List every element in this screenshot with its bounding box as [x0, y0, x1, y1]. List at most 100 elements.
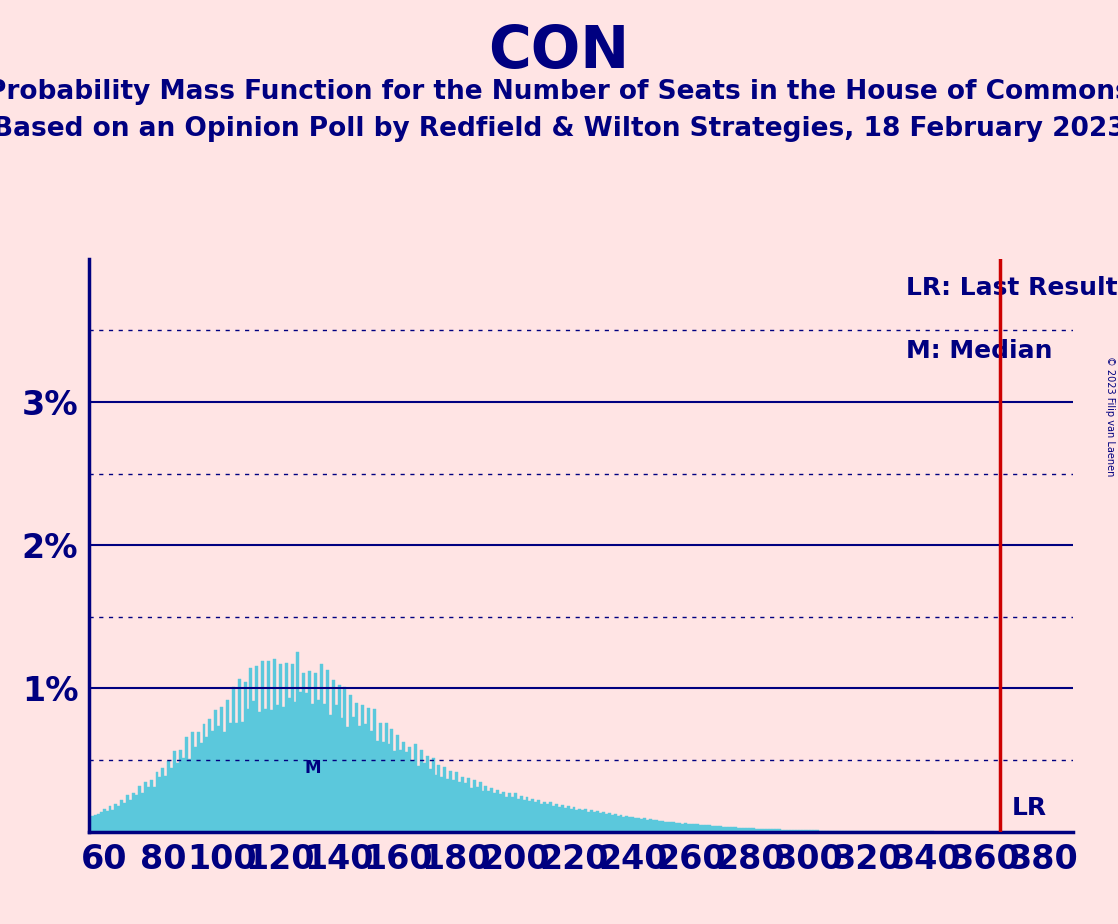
Bar: [352, 717, 356, 832]
Bar: [164, 775, 168, 832]
Bar: [332, 679, 334, 832]
Bar: [740, 828, 742, 832]
Bar: [746, 828, 749, 832]
Bar: [370, 731, 372, 832]
Bar: [652, 821, 655, 832]
Bar: [435, 774, 437, 832]
Text: Probability Mass Function for the Number of Seats in the House of Commons: Probability Mass Function for the Number…: [0, 79, 1118, 104]
Bar: [150, 780, 152, 832]
Bar: [675, 823, 679, 832]
Bar: [493, 793, 496, 832]
Bar: [376, 741, 379, 832]
Bar: [121, 799, 123, 832]
Bar: [291, 663, 294, 832]
Bar: [123, 803, 126, 832]
Bar: [470, 788, 473, 832]
Bar: [238, 679, 240, 832]
Bar: [314, 674, 318, 832]
Bar: [578, 808, 581, 832]
Bar: [781, 830, 784, 832]
Bar: [661, 821, 664, 832]
Bar: [405, 752, 408, 832]
Bar: [773, 829, 775, 832]
Bar: [273, 659, 276, 832]
Bar: [684, 823, 688, 832]
Bar: [379, 723, 381, 832]
Bar: [108, 807, 112, 832]
Bar: [790, 830, 793, 832]
Bar: [402, 742, 405, 832]
Bar: [276, 705, 278, 832]
Bar: [704, 825, 708, 832]
Bar: [605, 814, 608, 832]
Bar: [646, 820, 648, 832]
Bar: [764, 829, 766, 832]
Bar: [475, 787, 479, 832]
Bar: [555, 804, 558, 832]
Bar: [249, 668, 253, 832]
Bar: [755, 829, 758, 832]
Bar: [549, 803, 552, 832]
Bar: [814, 831, 816, 832]
Bar: [505, 796, 508, 832]
Bar: [247, 709, 249, 832]
Bar: [423, 763, 426, 832]
Bar: [229, 723, 231, 832]
Bar: [440, 777, 444, 832]
Bar: [282, 708, 285, 832]
Bar: [211, 731, 215, 832]
Bar: [525, 796, 529, 832]
Bar: [191, 732, 193, 832]
Bar: [467, 778, 470, 832]
Bar: [323, 704, 325, 832]
Text: M: Median: M: Median: [906, 339, 1052, 363]
Bar: [625, 816, 628, 832]
Bar: [608, 813, 610, 832]
Bar: [819, 831, 822, 832]
Bar: [737, 828, 740, 832]
Bar: [601, 812, 605, 832]
Bar: [722, 827, 726, 832]
Bar: [825, 831, 828, 832]
Bar: [614, 814, 617, 832]
Bar: [619, 815, 623, 832]
Bar: [411, 760, 414, 832]
Bar: [758, 829, 760, 832]
Bar: [590, 810, 594, 832]
Bar: [482, 792, 484, 832]
Bar: [161, 768, 164, 832]
Bar: [596, 811, 599, 832]
Bar: [364, 723, 367, 832]
Bar: [341, 719, 343, 832]
Text: Based on an Opinion Poll by Redfield & Wilton Strategies, 18 February 2023: Based on an Opinion Poll by Redfield & W…: [0, 116, 1118, 141]
Bar: [100, 812, 103, 832]
Bar: [805, 831, 807, 832]
Bar: [358, 726, 361, 832]
Bar: [338, 686, 341, 832]
Bar: [514, 794, 517, 832]
Bar: [672, 822, 675, 832]
Bar: [253, 701, 255, 832]
Bar: [529, 801, 531, 832]
Bar: [417, 766, 420, 832]
Bar: [610, 815, 614, 832]
Bar: [728, 827, 731, 832]
Bar: [587, 811, 590, 832]
Bar: [397, 735, 399, 832]
Bar: [637, 818, 641, 832]
Bar: [455, 772, 458, 832]
Bar: [731, 827, 735, 832]
Bar: [581, 810, 585, 832]
Bar: [97, 813, 100, 832]
Bar: [775, 830, 778, 832]
Bar: [325, 670, 329, 832]
Bar: [484, 786, 487, 832]
Text: LR: LR: [1012, 796, 1046, 821]
Bar: [305, 693, 309, 832]
Bar: [437, 765, 440, 832]
Bar: [666, 821, 670, 832]
Bar: [117, 806, 121, 832]
Bar: [278, 663, 282, 832]
Bar: [381, 742, 385, 832]
Bar: [235, 723, 238, 832]
